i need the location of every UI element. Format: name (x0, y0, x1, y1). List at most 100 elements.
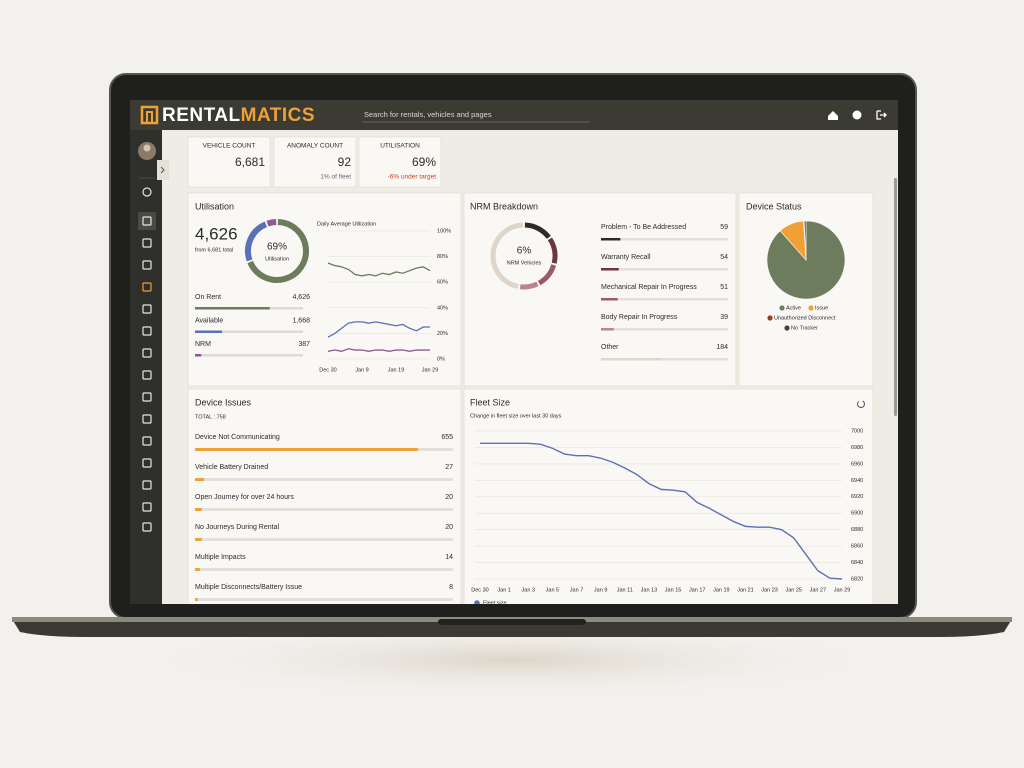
sidebar-icon[interactable] (142, 458, 152, 468)
list-label: Available (195, 317, 223, 324)
sidebar-icon[interactable] (142, 282, 152, 292)
panel-title: Utilisation (195, 201, 234, 211)
x-tick-label: Jan 29 (422, 367, 439, 373)
bar-track (601, 328, 728, 331)
list-value: 14 (445, 554, 453, 561)
list-value: 20 (445, 524, 453, 531)
x-tick-label: Jan 13 (641, 587, 658, 593)
nrm-panel (463, 192, 737, 387)
help-icon[interactable] (852, 110, 862, 120)
logo-part: RENTAL (162, 105, 241, 126)
logo: RENTALMATICS (162, 105, 315, 126)
y-tick-label: 80% (437, 254, 448, 260)
line-series (480, 442, 843, 580)
y-tick-label: 7000 (851, 428, 863, 434)
sidebar-active (138, 212, 156, 230)
sidebar-icon[interactable] (142, 436, 152, 446)
bar (195, 478, 205, 481)
list-value: 59 (720, 224, 728, 231)
bar-track (195, 538, 453, 541)
list-value: 387 (298, 341, 310, 348)
panel-title: Fleet Size (470, 397, 510, 407)
y-tick-label: 6980 (851, 445, 863, 451)
donut-value: 69% (267, 242, 287, 253)
y-tick-label: 6940 (851, 478, 863, 484)
sidebar-icon[interactable] (142, 414, 152, 424)
kpi-card (187, 136, 271, 188)
legend-label: Fleet size (483, 600, 507, 606)
bar-track (195, 508, 453, 511)
donut-segment (266, 219, 277, 227)
y-tick-label: 6820 (851, 576, 863, 582)
list-value: 8 (449, 584, 453, 591)
donut-label: Utilisation (265, 256, 289, 262)
sidebar-icons (138, 187, 156, 532)
utilisation-subtitle: from 6,681 total (195, 247, 233, 253)
sidebar-icon[interactable] (142, 480, 152, 490)
kpi-value: 92 (338, 155, 352, 169)
topbar (130, 100, 898, 130)
sidebar-icon[interactable] (142, 260, 152, 270)
y-tick-label: 6960 (851, 461, 863, 467)
kpi-note: 1% of fleet (320, 174, 351, 181)
list-label: Multiple Impacts (195, 554, 246, 561)
logo-icon-inner (146, 111, 153, 123)
donut-segment (519, 281, 539, 290)
sidebar-icon[interactable] (142, 502, 152, 512)
y-tick-label: 6880 (851, 527, 863, 533)
donut-value: 6% (517, 246, 532, 257)
legend-dot (808, 305, 814, 311)
sidebar-icon[interactable] (142, 216, 152, 226)
bar (601, 358, 662, 361)
x-tick-label: Jan 5 (546, 587, 559, 593)
donut-label: NRM Vehicles (507, 260, 542, 266)
legend-label: Unauthorized Disconnect (774, 315, 836, 321)
sidebar-icon[interactable] (142, 522, 152, 532)
refresh-icon[interactable] (857, 400, 865, 408)
list-value: 27 (445, 464, 453, 471)
y-tick-label: 60% (437, 280, 448, 286)
panel-title: Device Status (746, 201, 802, 211)
bar-track (195, 478, 453, 481)
list-label: Vehicle Battery Drained (195, 464, 268, 471)
home-icon[interactable] (828, 111, 838, 120)
sidebar-icon[interactable] (142, 348, 152, 358)
bar-track (195, 354, 303, 357)
list-value: 655 (441, 434, 453, 441)
list-value: 184 (716, 344, 728, 351)
logout-icon[interactable] (876, 110, 887, 120)
sidebar-icon[interactable] (142, 187, 152, 197)
sidebar-icon[interactable] (142, 326, 152, 336)
list-label: On Rent (195, 294, 221, 301)
bar (195, 307, 270, 310)
sidebar-toggle[interactable] (157, 160, 169, 180)
panel-title: Device Issues (195, 397, 252, 407)
y-tick-label: 0% (437, 356, 445, 362)
bar (601, 328, 614, 331)
sidebar-icon[interactable] (142, 238, 152, 248)
sidebar-icon[interactable] (142, 370, 152, 380)
kpi-label: ANOMALY COUNT (287, 143, 343, 150)
legend-dot (784, 325, 790, 331)
total-label: TOTAL : 758 (195, 414, 226, 420)
x-tick-label: Jan 25 (785, 587, 802, 593)
y-tick-label: 100% (437, 228, 451, 234)
bar (195, 354, 202, 357)
list-label: No Journeys During Rental (195, 524, 279, 531)
x-tick-label: Jan 27 (810, 587, 827, 593)
list-label: Other (601, 344, 619, 351)
bar-track (601, 358, 728, 361)
legend-label: Active (786, 305, 801, 311)
x-tick-label: Dec 30 (471, 587, 488, 593)
bar-track (195, 568, 453, 571)
search-input[interactable]: Search for rentals, vehicles and pages (364, 110, 492, 119)
sidebar-icon[interactable] (142, 392, 152, 402)
sidebar-icon[interactable] (142, 304, 152, 314)
bar (195, 568, 200, 571)
x-tick-label: Jan 3 (522, 587, 535, 593)
bar (195, 448, 418, 451)
list-label: Device Not Communicating (195, 434, 280, 441)
bar (195, 330, 222, 333)
